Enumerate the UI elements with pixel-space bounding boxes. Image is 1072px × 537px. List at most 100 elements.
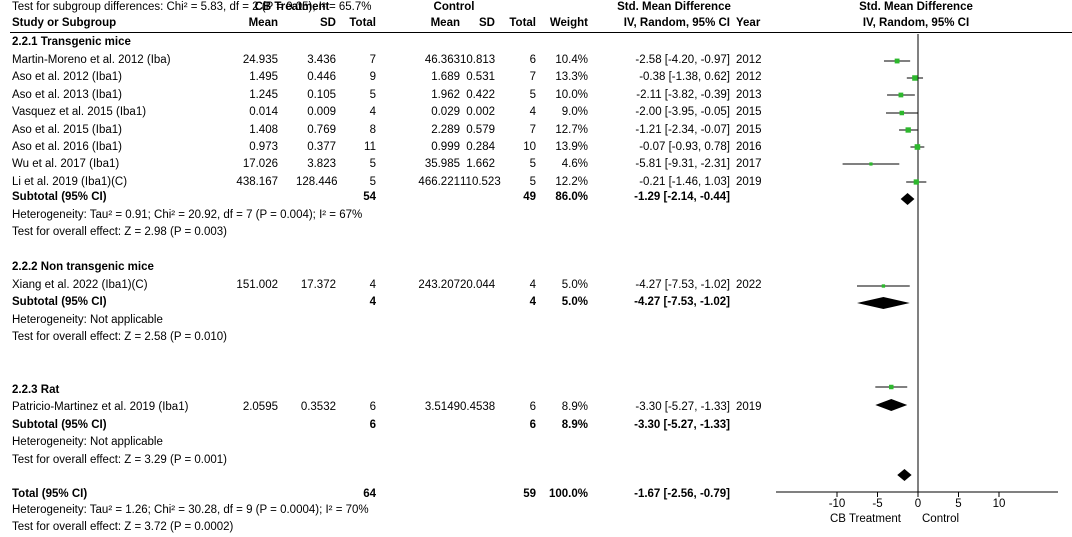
study-ci: -2.58 [-4.20, -0.97] bbox=[635, 54, 730, 66]
plot-subtitle: IV, Random, 95% CI bbox=[862, 17, 970, 29]
study-weight: 13.9% bbox=[555, 141, 588, 153]
subgroup-label: 2.2.2 Non transgenic mice bbox=[12, 261, 154, 273]
summary-diamond bbox=[900, 193, 915, 205]
study-c-sd: 20.044 bbox=[460, 279, 496, 291]
subtotal-ci: -1.29 [-2.14, -0.44] bbox=[634, 191, 730, 203]
study-t-mean: 0.014 bbox=[249, 106, 278, 118]
study-c-mean: 0.029 bbox=[431, 106, 460, 118]
study-ci: -0.21 [-1.46, 1.03] bbox=[639, 176, 730, 188]
summary-diamond bbox=[897, 469, 912, 481]
study-t-mean: 151.002 bbox=[236, 279, 278, 291]
study-year: 2015 bbox=[736, 106, 762, 118]
summary-diamond bbox=[875, 399, 908, 411]
study-c-sd: 1.662 bbox=[466, 158, 495, 170]
study-weight: 5.0% bbox=[561, 279, 588, 291]
study-c-total: 10 bbox=[523, 141, 536, 153]
note-label: Heterogeneity: Not applicable bbox=[12, 314, 163, 326]
total-label: Total (95% CI) bbox=[12, 488, 88, 500]
study-weight: 4.6% bbox=[561, 158, 588, 170]
study-point-estimate bbox=[899, 110, 905, 116]
subtotal-t-total: 54 bbox=[363, 191, 376, 203]
subtotal-weight: 5.0% bbox=[561, 296, 588, 308]
control-total-header: Total bbox=[509, 17, 536, 29]
subtotal-ci: -4.27 [-7.53, -1.02] bbox=[634, 296, 730, 308]
study-year: 2019 bbox=[736, 176, 762, 188]
study-weight: 12.7% bbox=[555, 124, 588, 136]
study-t-sd: 0.105 bbox=[307, 89, 336, 101]
study-point-estimate bbox=[881, 284, 886, 288]
header-rule bbox=[10, 32, 1072, 33]
study-weight: 12.2% bbox=[555, 176, 588, 188]
subtotal-c-total: 49 bbox=[523, 191, 536, 203]
study-column-header: Study or Subgroup bbox=[12, 17, 117, 29]
study-label: Aso et al. 2015 (Iba1) bbox=[12, 124, 122, 136]
study-t-mean: 1.408 bbox=[249, 124, 278, 136]
study-label: Vasquez et al. 2015 (Iba1) bbox=[12, 106, 147, 118]
study-t-mean: 24.935 bbox=[242, 54, 278, 66]
study-t-total: 11 bbox=[364, 141, 376, 153]
study-weight: 10.0% bbox=[555, 89, 588, 101]
study-point-estimate bbox=[894, 58, 900, 64]
study-t-sd: 17.372 bbox=[300, 279, 336, 291]
study-c-mean: 35.985 bbox=[424, 158, 460, 170]
study-t-mean: 2.0595 bbox=[242, 401, 278, 413]
note-label: Test for subgroup differences: Chi² = 5.… bbox=[12, 1, 372, 13]
x-tick-label: 10 bbox=[993, 498, 1006, 510]
study-t-mean: 1.495 bbox=[249, 71, 278, 83]
study-c-mean: 243.207 bbox=[418, 279, 460, 291]
summary-diamond bbox=[857, 297, 910, 309]
study-label: Patricio-Martinez et al. 2019 (Iba1) bbox=[12, 401, 189, 413]
study-c-mean: 2.289 bbox=[431, 124, 460, 136]
study-t-sd: 3.436 bbox=[307, 54, 336, 66]
study-year: 2022 bbox=[736, 279, 762, 291]
weight-header: Weight bbox=[549, 17, 588, 29]
study-c-sd: 0.531 bbox=[466, 71, 495, 83]
study-ci: -0.07 [-0.93, 0.78] bbox=[639, 141, 730, 153]
subtotal-label: Subtotal (95% CI) bbox=[12, 296, 107, 308]
note-label: Heterogeneity: Not applicable bbox=[12, 436, 163, 448]
treatment-sd-header: SD bbox=[320, 17, 336, 29]
study-c-total: 6 bbox=[529, 401, 536, 413]
study-c-total: 7 bbox=[529, 124, 536, 136]
treatment-total-header: Total bbox=[349, 17, 376, 29]
study-label: Aso et al. 2013 (Iba1) bbox=[12, 89, 122, 101]
study-weight: 10.4% bbox=[555, 54, 588, 66]
study-ci: -0.38 [-1.38, 0.62] bbox=[639, 71, 730, 83]
note-label: Test for overall effect: Z = 2.58 (P = 0… bbox=[12, 331, 227, 343]
study-t-sd: 0.377 bbox=[307, 141, 336, 153]
note-label: Test for overall effect: Z = 3.29 (P = 0… bbox=[12, 454, 227, 466]
study-t-sd: 0.769 bbox=[307, 124, 336, 136]
study-c-mean: 0.999 bbox=[431, 141, 460, 153]
study-ci: -4.27 [-7.53, -1.02] bbox=[635, 279, 730, 291]
subgroup-label: 2.2.1 Transgenic mice bbox=[12, 36, 131, 48]
treatment-group-header: CB Treatment bbox=[254, 1, 330, 13]
subgroup-label: 2.2.3 Rat bbox=[12, 384, 60, 396]
study-c-total: 5 bbox=[529, 176, 536, 188]
method-header: IV, Random, 95% CI bbox=[623, 17, 730, 29]
study-ci: -1.21 [-2.34, -0.07] bbox=[635, 124, 730, 136]
study-t-sd: 3.823 bbox=[307, 158, 336, 170]
study-c-sd: 0.002 bbox=[466, 106, 495, 118]
study-ci: -2.11 [-3.82, -0.39] bbox=[636, 89, 730, 101]
note-label: Heterogeneity: Tau² = 0.91; Chi² = 20.92… bbox=[12, 209, 363, 221]
subtotal-ci: -3.30 [-5.27, -1.33] bbox=[634, 419, 730, 431]
study-year: 2019 bbox=[736, 401, 762, 413]
study-ci: -2.00 [-3.95, -0.05] bbox=[635, 106, 730, 118]
year-header: Year bbox=[736, 17, 761, 29]
study-t-total: 4 bbox=[369, 279, 376, 291]
study-ci: -5.81 [-9.31, -2.31] bbox=[635, 158, 730, 170]
study-t-mean: 0.973 bbox=[249, 141, 278, 153]
plot-title: Std. Mean Difference bbox=[859, 1, 973, 13]
subtotal-weight: 86.0% bbox=[555, 191, 588, 203]
study-t-total: 5 bbox=[369, 89, 376, 101]
study-point-estimate bbox=[912, 75, 918, 81]
x-tick-label: 0 bbox=[915, 498, 921, 510]
study-c-total: 7 bbox=[529, 71, 536, 83]
smd-table-header: Std. Mean Difference bbox=[617, 1, 731, 13]
study-c-total: 4 bbox=[529, 279, 536, 291]
study-label: Xiang et al. 2022 (Iba1)(C) bbox=[12, 279, 148, 291]
study-c-total: 4 bbox=[529, 106, 536, 118]
study-point-estimate bbox=[913, 179, 919, 185]
study-label: Aso et al. 2012 (Iba1) bbox=[12, 71, 122, 83]
